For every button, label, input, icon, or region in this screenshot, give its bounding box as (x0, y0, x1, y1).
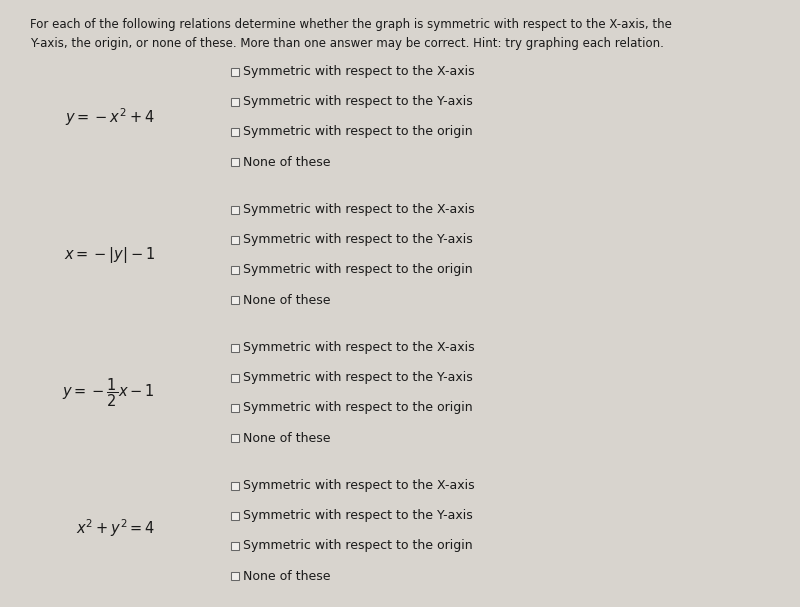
Text: $x = -|y| - 1$: $x = -|y| - 1$ (64, 245, 155, 265)
FancyBboxPatch shape (231, 344, 239, 352)
FancyBboxPatch shape (231, 236, 239, 244)
Text: $y = -x^2 + 4$: $y = -x^2 + 4$ (66, 106, 155, 128)
Text: None of these: None of these (243, 155, 330, 169)
FancyBboxPatch shape (231, 158, 239, 166)
Text: Symmetric with respect to the Y-axis: Symmetric with respect to the Y-axis (243, 371, 473, 384)
FancyBboxPatch shape (231, 98, 239, 106)
FancyBboxPatch shape (231, 374, 239, 382)
FancyBboxPatch shape (231, 68, 239, 76)
FancyBboxPatch shape (231, 572, 239, 580)
Text: None of these: None of these (243, 294, 330, 307)
Text: None of these: None of these (243, 432, 330, 444)
Text: Symmetric with respect to the X-axis: Symmetric with respect to the X-axis (243, 342, 474, 354)
FancyBboxPatch shape (231, 128, 239, 136)
Text: Symmetric with respect to the origin: Symmetric with respect to the origin (243, 126, 473, 138)
FancyBboxPatch shape (231, 512, 239, 520)
FancyBboxPatch shape (231, 296, 239, 304)
FancyBboxPatch shape (231, 206, 239, 214)
Text: Symmetric with respect to the X-axis: Symmetric with respect to the X-axis (243, 203, 474, 217)
Text: Symmetric with respect to the Y-axis: Symmetric with respect to the Y-axis (243, 509, 473, 523)
Text: Symmetric with respect to the X-axis: Symmetric with respect to the X-axis (243, 66, 474, 78)
FancyBboxPatch shape (231, 404, 239, 412)
Text: $x^2 + y^2 = 4$: $x^2 + y^2 = 4$ (76, 517, 155, 539)
Text: Symmetric with respect to the X-axis: Symmetric with respect to the X-axis (243, 480, 474, 492)
FancyBboxPatch shape (231, 542, 239, 550)
Text: Symmetric with respect to the Y-axis: Symmetric with respect to the Y-axis (243, 234, 473, 246)
FancyBboxPatch shape (231, 266, 239, 274)
Text: For each of the following relations determine whether the graph is symmetric wit: For each of the following relations dete… (30, 18, 672, 50)
Text: Symmetric with respect to the origin: Symmetric with respect to the origin (243, 263, 473, 277)
FancyBboxPatch shape (231, 434, 239, 442)
Text: None of these: None of these (243, 569, 330, 583)
Text: Symmetric with respect to the Y-axis: Symmetric with respect to the Y-axis (243, 95, 473, 109)
FancyBboxPatch shape (231, 482, 239, 490)
Text: Symmetric with respect to the origin: Symmetric with respect to the origin (243, 540, 473, 552)
Text: $y = -\dfrac{1}{2}x - 1$: $y = -\dfrac{1}{2}x - 1$ (62, 377, 155, 409)
Text: Symmetric with respect to the origin: Symmetric with respect to the origin (243, 401, 473, 415)
